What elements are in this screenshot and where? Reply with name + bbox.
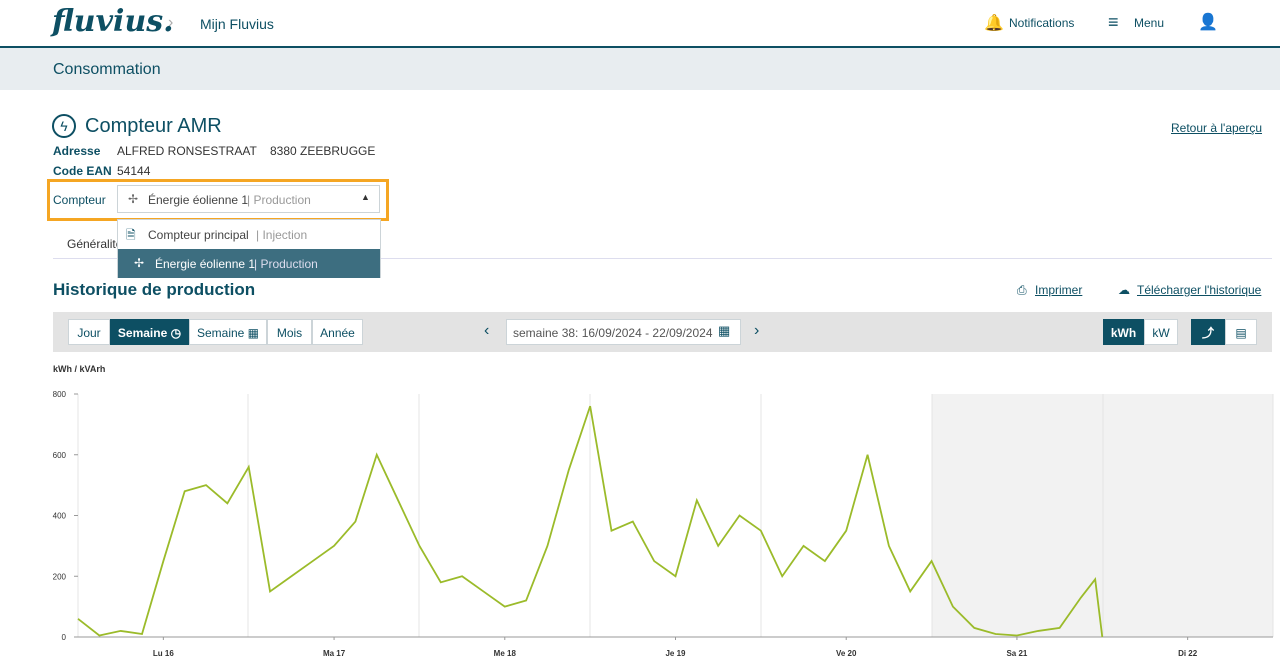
option[interactable]: 🗎 Compteur principal | Injection (118, 220, 380, 249)
city: 8380 ZEEBRUGGE (270, 144, 375, 158)
option-name: Compteur principal (148, 228, 249, 242)
title-band (0, 48, 1280, 90)
select-label: Compteur (53, 193, 106, 207)
download[interactable]: Télécharger l'historique (1137, 283, 1261, 297)
notifications[interactable]: Notifications (1009, 16, 1074, 30)
date-range[interactable]: semaine 38: 16/09/2024 - 22/09/2024 (506, 319, 741, 345)
chart: kWh / kVArh 0 200 400 600 800 Lu 16 Ma 17 Me 18… (0, 360, 1280, 662)
x-tick-label: Di 22 (1178, 649, 1198, 658)
unit-button[interactable]: kWh (1103, 319, 1144, 345)
bell-icon[interactable]: 🔔 (984, 13, 1004, 33)
x-tick-label: Me 18 (494, 649, 517, 658)
option-name: Énergie éolienne 1 (155, 257, 255, 271)
logo[interactable]: fluvius. (52, 4, 174, 39)
period-button[interactable]: Jour (68, 319, 110, 345)
meter-icon: ϟ (52, 114, 76, 138)
back-link[interactable]: Retour à l'aperçu (1171, 121, 1262, 135)
section-title: Historique de production (53, 280, 255, 300)
option-kind: | Injection (256, 228, 307, 242)
calendar-icon[interactable]: ▦ (718, 323, 730, 339)
y-tick-label: 200 (53, 572, 67, 581)
option[interactable]: ✢ Énergie éolienne 1 | Production (118, 249, 380, 278)
table-view[interactable]: ▤ (1225, 319, 1257, 345)
breadcrumb[interactable]: Mijn Fluvius (200, 16, 274, 32)
period-text: Semaine (197, 326, 244, 340)
period-button[interactable]: Mois (267, 319, 312, 345)
user-icon[interactable]: 👤 (1198, 12, 1218, 32)
next[interactable]: › (754, 322, 759, 340)
chevron: › (168, 14, 173, 32)
x-tick-label: Je 19 (665, 649, 686, 658)
y-axis-label: kWh / kVArh (53, 364, 105, 374)
period-button[interactable]: Année (312, 319, 363, 345)
period-button[interactable]: Semaine ◷ (110, 319, 189, 345)
option-kind: | Production (254, 257, 318, 271)
x-tick-label: Ve 20 (836, 649, 857, 658)
unit-button[interactable]: kW (1144, 319, 1178, 345)
menu-icon[interactable]: ≡ (1108, 12, 1119, 33)
street: ALFRED RONSESTRAAT (117, 144, 257, 158)
y-tick-label: 600 (53, 451, 67, 460)
menu[interactable]: Menu (1134, 16, 1164, 30)
y-tick-label: 800 (53, 390, 67, 399)
meter-select[interactable]: ✢ Énergie éolienne 1 | Production ▲ (117, 185, 380, 213)
selected-kind: | Production (247, 193, 311, 207)
x-tick-label: Lu 16 (153, 649, 174, 658)
selected-name: Énergie éolienne 1 (148, 193, 248, 207)
print-icon[interactable]: ⎙ (1017, 283, 1027, 298)
x-tick-label: Ma 17 (323, 649, 346, 658)
period-button[interactable]: Semaine ▦ (189, 319, 267, 345)
ean: 54144 (117, 164, 150, 178)
y-tick-label: 0 (62, 633, 67, 642)
ean-label: Code EAN (53, 164, 112, 178)
dropdown: 🗎 Compteur principal | Injection ✢ Énerg… (117, 219, 381, 278)
line-view[interactable]: ⤴ (1191, 319, 1225, 345)
address-label: Adresse (53, 144, 100, 158)
download-icon[interactable]: ☁ (1118, 283, 1130, 297)
print[interactable]: Imprimer (1035, 283, 1082, 297)
prev[interactable]: ‹ (484, 322, 489, 340)
meter-title: Compteur AMR (85, 115, 222, 138)
x-tick-label: Sa 21 (1006, 649, 1027, 658)
page-title: Consommation (53, 61, 161, 79)
y-tick-label: 400 (53, 512, 67, 521)
period-text: Semaine (118, 326, 167, 340)
